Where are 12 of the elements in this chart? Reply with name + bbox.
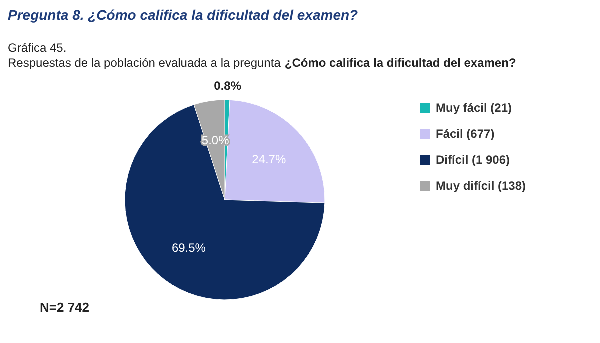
chart-title: Pregunta 8. ¿Cómo califica la dificultad del examen? bbox=[8, 7, 359, 23]
data-label: 24.7% bbox=[252, 152, 286, 166]
data-label: 69.5% bbox=[172, 240, 206, 255]
text: Respuestas de la población evaluada a la pregunta bbox=[8, 56, 281, 70]
legend-label: Muy difícil (138) bbox=[436, 179, 526, 193]
legend-label: Fácil (677) bbox=[436, 127, 495, 141]
text: ¿Cómo califica la dificultad del examen? bbox=[284, 56, 516, 70]
chart-subtitle: Gráfica 45. bbox=[8, 41, 67, 55]
legend-label: Muy fácil (21) bbox=[436, 101, 512, 115]
data-label: 0.8% bbox=[214, 79, 242, 94]
legend-label: Difícil (1 906) bbox=[436, 153, 510, 167]
text: N=2 742 bbox=[40, 300, 90, 315]
